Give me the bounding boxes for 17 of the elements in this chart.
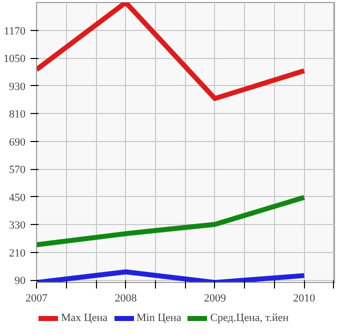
legend-label: Min Цена bbox=[136, 312, 182, 324]
x-tick-label: 2010 bbox=[293, 292, 316, 304]
legend-label: Сред.Цена, т.йен bbox=[210, 312, 289, 324]
x-tick-label: 2008 bbox=[114, 292, 138, 304]
y-tick-label: 570 bbox=[9, 164, 26, 176]
y-tick-label: 930 bbox=[9, 80, 26, 93]
x-tick-label: 2007 bbox=[26, 292, 48, 304]
y-tick-label: 210 bbox=[9, 247, 26, 260]
y-tick-label: 450 bbox=[9, 192, 26, 204]
y-tick-label: 330 bbox=[9, 220, 26, 232]
y-tick-label: 1050 bbox=[4, 53, 26, 66]
y-tick-label: 90 bbox=[14, 275, 26, 288]
legend-label: Max Цена bbox=[61, 312, 108, 324]
y-tick-label: 1170 bbox=[4, 25, 26, 38]
y-tick-label: 690 bbox=[9, 136, 26, 148]
x-tick-label: 2009 bbox=[204, 292, 226, 304]
y-tick-label: 810 bbox=[9, 108, 26, 121]
